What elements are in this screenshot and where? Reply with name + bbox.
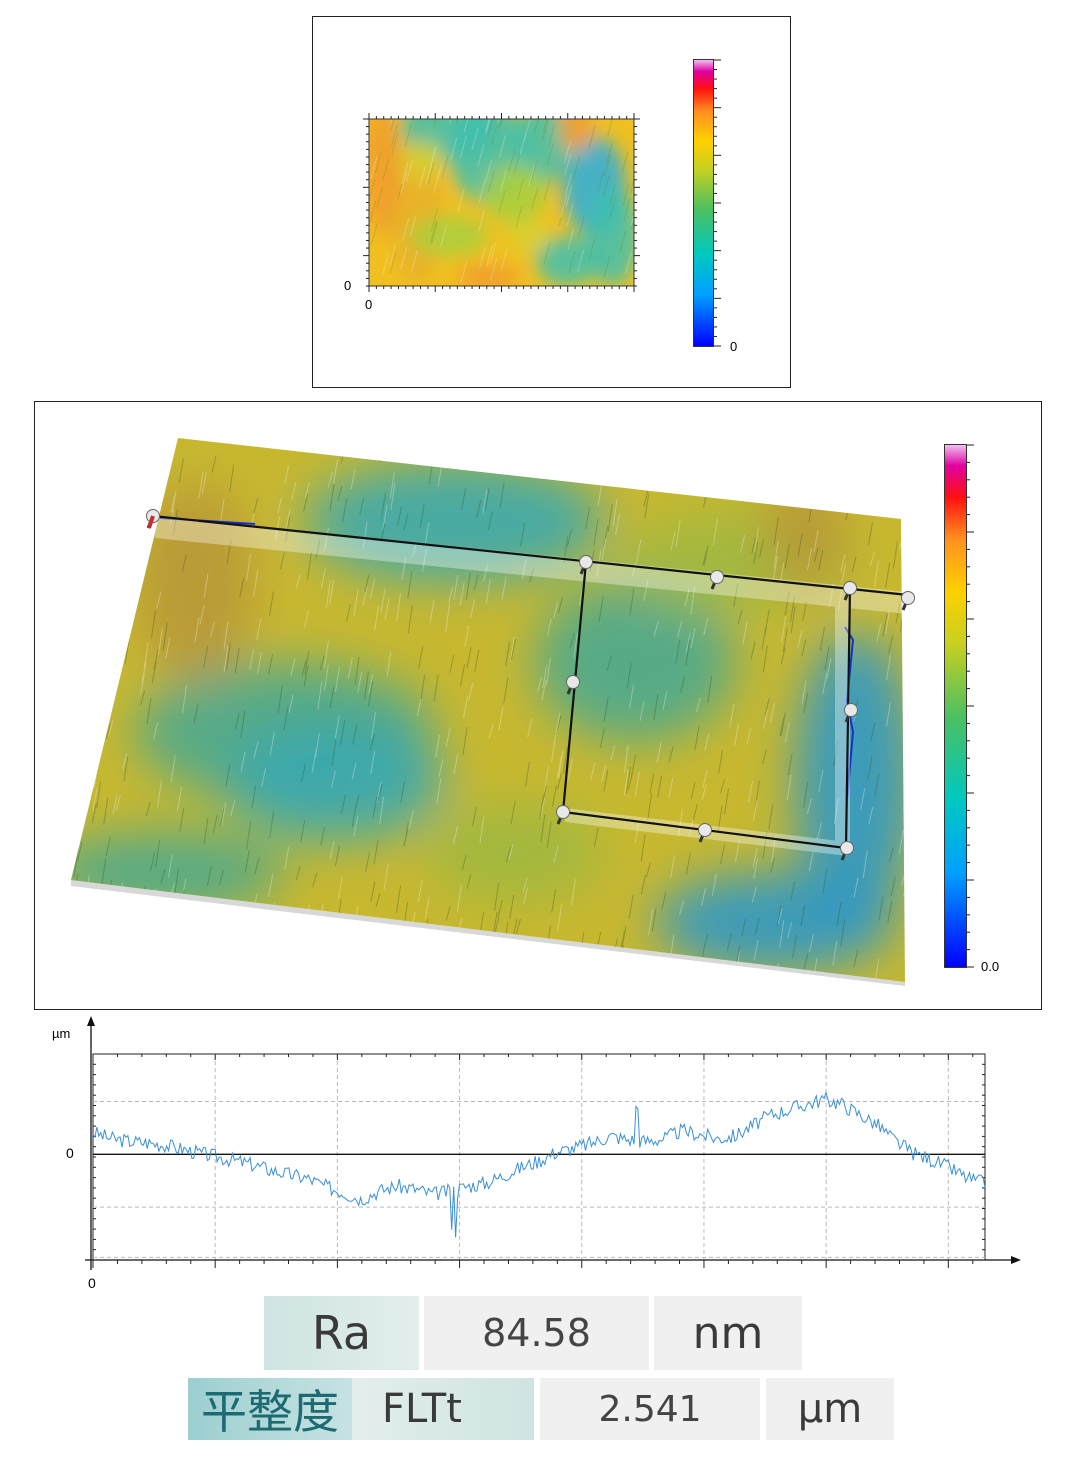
colorbar-tick-marks: [967, 444, 974, 968]
metric-label-cell: FLTt: [352, 1378, 534, 1440]
surface-image: [71, 438, 905, 982]
colorbar-min-label: 0: [730, 339, 738, 354]
metric-cn-label: 平整度: [201, 1385, 339, 1439]
metric-value-cell: 2.541: [540, 1378, 760, 1440]
metric-value-cell: 84.58: [424, 1296, 649, 1370]
axis-ticks: [92, 1053, 985, 1268]
y-origin-label: 0: [66, 1145, 74, 1161]
metric-label: FLTt: [382, 1386, 462, 1432]
grid-lines: [93, 1054, 985, 1260]
metric-unit: µm: [797, 1386, 863, 1432]
surface-3d-view: [71, 438, 915, 986]
colorbar-ticks: [714, 59, 721, 347]
height-map-image: [369, 119, 634, 286]
metric-label-cell: Ra: [264, 1296, 419, 1370]
height-map: [363, 113, 640, 292]
map-y-tick-label: 0: [344, 278, 352, 293]
profile-chart: [85, 1016, 1021, 1270]
metric-unit: nm: [692, 1307, 764, 1359]
metric-row-ra: Ra 84.58 nm: [264, 1296, 802, 1370]
measurement-handles: [146, 509, 915, 861]
metric-value: 84.58: [482, 1311, 591, 1355]
colorbar-tick-marks: [714, 59, 721, 347]
x-origin-label: 0: [88, 1275, 96, 1291]
surface-edge: [71, 880, 905, 986]
metric-value: 2.541: [598, 1388, 702, 1430]
metric-unit-cell: µm: [766, 1378, 894, 1440]
height-map-panel: 0 0 0: [312, 16, 791, 388]
metric-cn-label-cell: 平整度: [188, 1378, 352, 1440]
surface-colorbar: [944, 444, 967, 968]
metric-unit-cell: nm: [654, 1296, 802, 1370]
height-map-colorbar: [693, 59, 714, 347]
map-x-tick-label: 0: [365, 297, 373, 312]
metric-label: Ra: [311, 1306, 372, 1360]
map-ticks: [363, 113, 640, 292]
colorbar-min-label: 0.0: [981, 959, 1000, 974]
metric-row-fltt: 平整度 FLTt 2.541 µm: [188, 1378, 894, 1440]
x-axis-arrow: [1011, 1256, 1021, 1264]
profile-series-line: [92, 1090, 986, 1238]
colorbar-ticks: [967, 444, 974, 968]
surface-3d-panel: 0.0: [34, 401, 1042, 1010]
y-axis-label: µm: [52, 1026, 71, 1041]
y-axis-arrow: [87, 1016, 95, 1026]
